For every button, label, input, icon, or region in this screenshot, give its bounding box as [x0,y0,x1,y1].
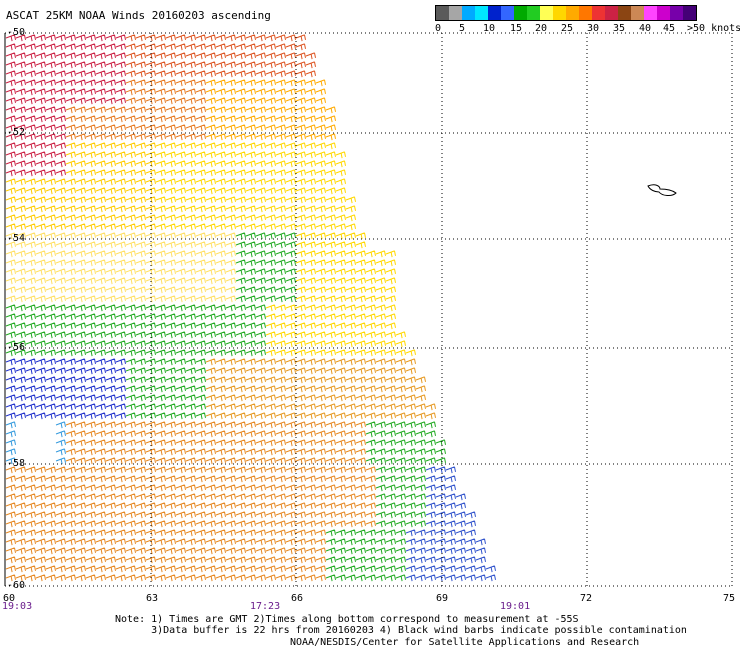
wind-barb-group [5,232,446,582]
legend-tick: 10 [483,23,496,34]
legend-swatch [488,6,501,20]
lon-label-63: 63 [146,593,159,604]
wind-barb-group [5,34,126,177]
wind-barb-group [5,421,66,465]
legend-swatch [644,6,657,20]
wind-barbs-layer [5,34,496,582]
notes-block: Note: 1) Times are GMT 2)Times along bot… [115,614,687,636]
lat-label-58: -58 [7,458,26,469]
legend-swatch [501,6,514,20]
legend-swatch [475,6,488,20]
legend-swatch [527,6,540,20]
time-label-left: 19:03 [2,601,33,612]
lon-label-72: 72 [580,593,593,604]
wind-barb-group [5,142,156,231]
time-label-right: 19:01 [500,601,531,612]
legend-swatch [605,6,618,20]
legend-tick: 40 [639,23,652,34]
lat-lon-grid [4,32,733,587]
lon-label-69: 69 [436,593,449,604]
legend-tick-labels: 0 5 10 15 20 25 30 35 40 45 >50 knots [435,21,740,35]
legend-tick: 5 [459,23,466,34]
legend-tick: 30 [587,23,600,34]
wind-speed-legend: 0 5 10 15 20 25 30 35 40 45 >50 knots [435,5,740,35]
wind-barb-group [155,142,416,357]
legend-swatch [631,6,644,20]
legend-tick: 0 [435,23,442,34]
credit-line: NOAA/NESDIS/Center for Satellite Applica… [290,637,640,648]
legend-swatch [540,6,553,20]
legend-swatch [592,6,605,20]
wind-barb-group [125,34,316,78]
wind-barb-group [65,79,206,141]
legend-tick: 25 [561,23,574,34]
legend-swatch [670,6,683,20]
lat-label-52: -52 [7,127,26,138]
legend-tick: 35 [613,23,626,34]
wind-barb-group [405,466,496,582]
map-title: ASCAT 25KM NOAA Winds 20160203 ascending [6,9,271,22]
lon-label-66: 66 [291,593,304,604]
wind-barb-group [205,79,336,141]
legend-color-bar [435,5,697,21]
legend-swatch [579,6,592,20]
note-line-2: 3)Data buffer is 22 hrs from 20160203 4)… [115,625,687,636]
legend-swatch [436,6,449,20]
lat-label-54: -54 [7,233,26,244]
legend-swatch [462,6,475,20]
note-line-1: Note: 1) Times are GMT 2)Times along bot… [115,614,579,625]
legend-swatch [514,6,527,20]
legend-swatch [553,6,566,20]
wind-barb-group [5,232,236,303]
legend-tick: 45 [663,23,676,34]
wind-barb-group [5,421,376,582]
island-outline [647,184,677,196]
wind-barb-group [5,358,126,420]
legend-swatch [566,6,579,20]
legend-swatch [683,6,696,20]
lon-label-75: 75 [723,593,736,604]
lat-label-56: -56 [7,342,26,353]
legend-tick: 15 [510,23,523,34]
legend-swatch [657,6,670,20]
legend-tick: >50 knots [687,23,740,34]
legend-swatch [618,6,631,20]
time-label-middle: 17:23 [250,601,281,612]
legend-tick: 20 [535,23,548,34]
lat-label-60: -60 [7,580,26,591]
legend-swatch [449,6,462,20]
lon-label-60: 60 [3,593,16,604]
wind-barb-group [205,358,436,420]
lat-label-50: -50 [7,27,26,38]
